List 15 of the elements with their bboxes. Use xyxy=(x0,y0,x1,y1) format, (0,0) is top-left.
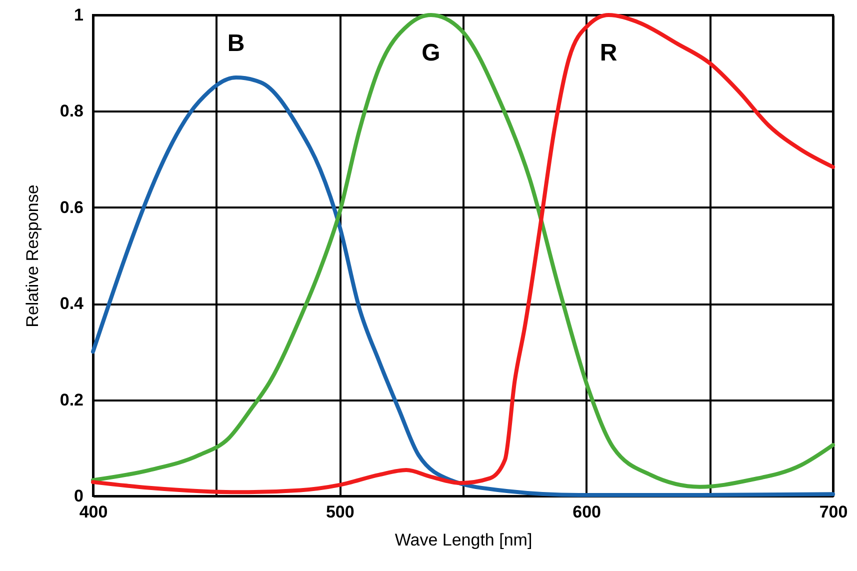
x-tick-label: 700 xyxy=(819,502,848,522)
x-tick-label: 600 xyxy=(572,502,602,522)
y-tick-label: 0.2 xyxy=(60,390,84,410)
x-axis-title: Wave Length [nm] xyxy=(394,530,532,550)
y-tick-label: 0 xyxy=(74,486,84,506)
y-tick-label: 1 xyxy=(74,6,84,24)
y-axis-title: Relative Response xyxy=(22,184,42,328)
x-tick-label: 500 xyxy=(326,502,354,522)
series-label: R xyxy=(600,39,618,66)
y-tick-label: 0.8 xyxy=(60,102,84,121)
series-label: B xyxy=(227,30,245,57)
series-label: G xyxy=(422,39,440,66)
y-tick-label: 0.6 xyxy=(60,198,84,217)
y-tick-label: 0.4 xyxy=(60,294,84,314)
x-tick-label: 400 xyxy=(79,502,108,522)
